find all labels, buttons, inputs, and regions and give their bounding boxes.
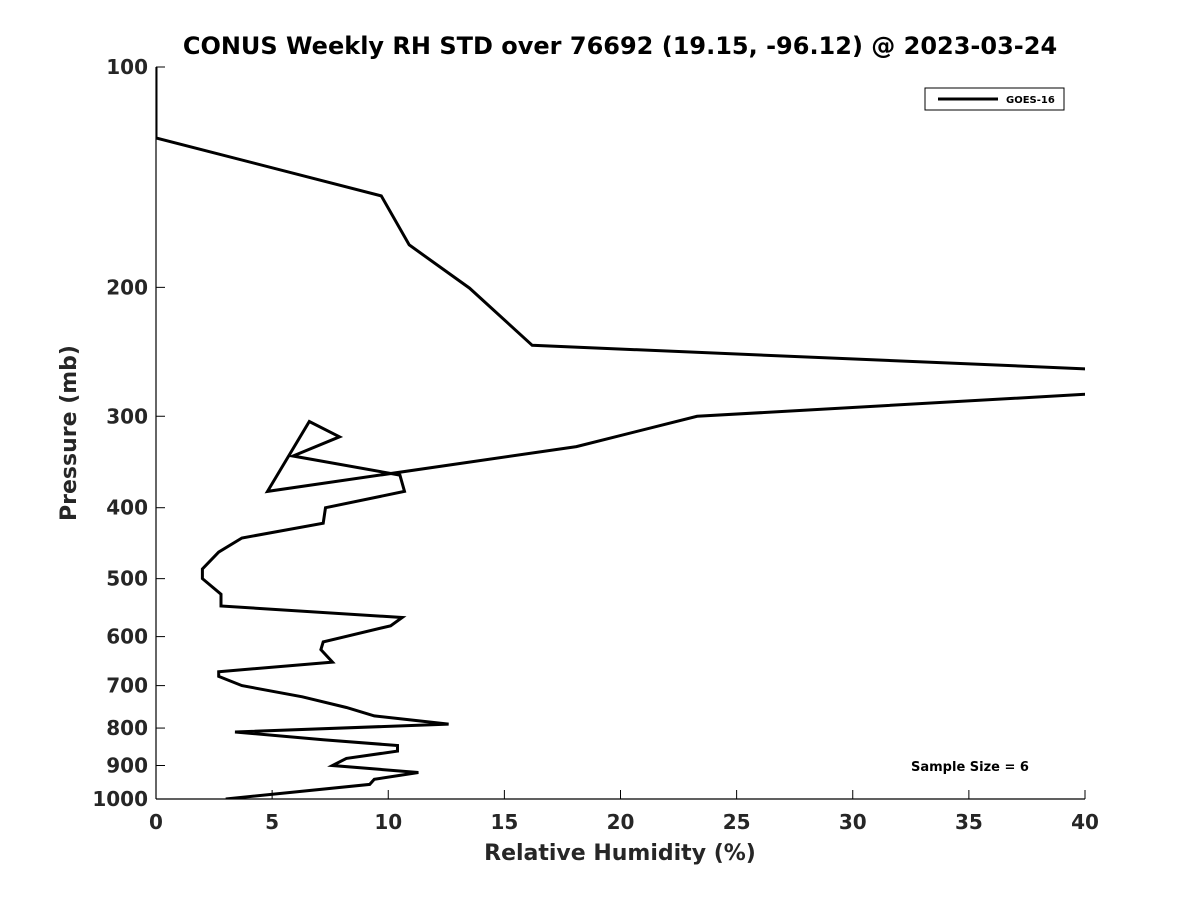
y-tick-label: 400 xyxy=(106,496,148,520)
chart-title: CONUS Weekly RH STD over 76692 (19.15, -… xyxy=(183,32,1057,60)
x-tick-label: 10 xyxy=(374,810,402,834)
x-tick-label: 30 xyxy=(839,810,867,834)
y-tick-label: 700 xyxy=(106,674,148,698)
x-axis-ticks: 0 5 10 15 20 25 30 35 40 xyxy=(149,790,1099,834)
y-tick-label: 100 xyxy=(106,55,148,79)
x-tick-label: 15 xyxy=(490,810,518,834)
y-tick-label: 900 xyxy=(106,754,148,778)
legend: GOES-16 xyxy=(924,87,1065,111)
x-tick-label: 0 xyxy=(149,810,163,834)
x-tick-label: 5 xyxy=(265,810,279,834)
y-tick-label: 500 xyxy=(106,567,148,591)
y-tick-label: 1000 xyxy=(92,787,148,811)
x-axis-label: Relative Humidity (%) xyxy=(484,841,756,866)
y-tick-label: 800 xyxy=(106,716,148,740)
series-line-goes-16 xyxy=(156,67,1085,799)
x-tick-label: 20 xyxy=(607,810,635,834)
plot-area xyxy=(155,67,1085,800)
y-axis-label: Pressure (mb) xyxy=(57,345,82,521)
x-tick-label: 35 xyxy=(955,810,983,834)
sample-size-annotation: Sample Size = 6 xyxy=(911,760,1029,775)
x-tick-label: 25 xyxy=(723,810,751,834)
y-tick-label: 200 xyxy=(106,275,148,299)
x-tick-label: 40 xyxy=(1071,810,1099,834)
y-tick-label: 600 xyxy=(106,625,148,649)
legend-label-goes-16: GOES-16 xyxy=(1006,95,1055,106)
y-tick-label: 300 xyxy=(106,404,148,428)
y-axis-ticks: 100 200 300 400 500 600 700 800 900 1000 xyxy=(92,55,165,811)
